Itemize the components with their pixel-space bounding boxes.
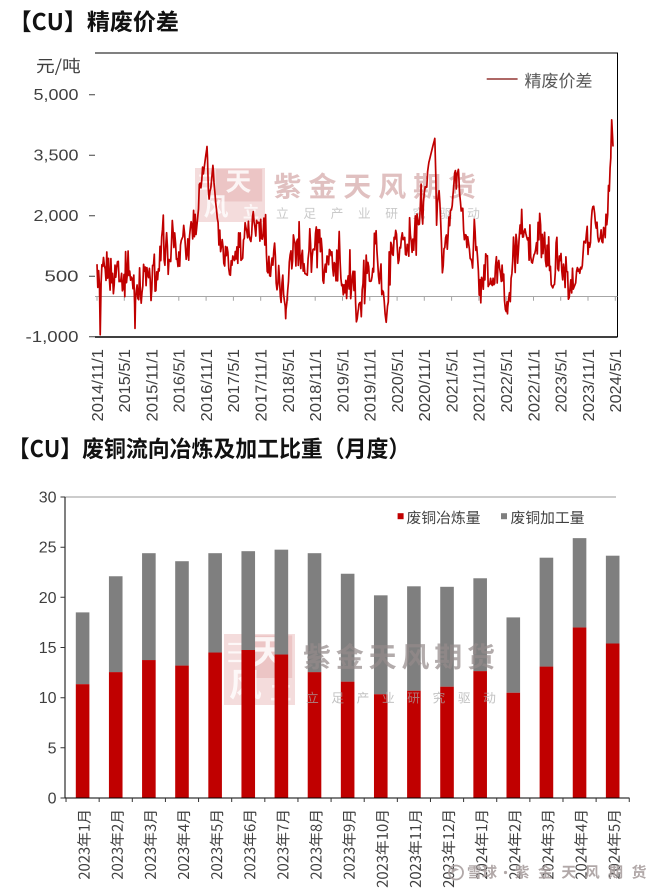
svg-text:2015/5/1: 2015/5/1 (117, 349, 134, 413)
svg-text:3,500: 3,500 (34, 148, 79, 165)
svg-text:2021/11/1: 2021/11/1 (472, 349, 489, 422)
svg-text:2019/5/1: 2019/5/1 (335, 349, 352, 413)
svg-text:2018/11/1: 2018/11/1 (308, 349, 325, 422)
svg-text:5,000: 5,000 (34, 87, 79, 104)
svg-text:20: 20 (39, 590, 57, 607)
svg-text:2016/5/1: 2016/5/1 (172, 349, 189, 413)
svg-text:2020/11/1: 2020/11/1 (417, 349, 434, 422)
svg-text:2022/5/1: 2022/5/1 (499, 349, 516, 413)
svg-text:2017/11/1: 2017/11/1 (254, 349, 271, 422)
svg-text:5: 5 (48, 740, 57, 757)
svg-text:2023/5/1: 2023/5/1 (554, 349, 571, 413)
svg-text:2015/11/1: 2015/11/1 (144, 349, 161, 422)
svg-text:-1,000: -1,000 (26, 329, 79, 346)
svg-text:2,000: 2,000 (34, 208, 79, 225)
svg-text:25: 25 (39, 540, 57, 557)
svg-text:10: 10 (39, 690, 57, 707)
svg-text:2016/11/1: 2016/11/1 (199, 349, 216, 422)
svg-text:2020/5/1: 2020/5/1 (390, 349, 407, 413)
svg-text:2023/11/1: 2023/11/1 (581, 349, 598, 422)
svg-text:500: 500 (45, 269, 79, 286)
svg-text:15: 15 (39, 640, 57, 657)
svg-text:2024/5/1: 2024/5/1 (608, 349, 625, 413)
svg-text:30: 30 (39, 490, 57, 507)
svg-text:2019/11/1: 2019/11/1 (363, 349, 380, 422)
svg-text:2017/5/1: 2017/5/1 (226, 349, 243, 413)
svg-text:2021/5/1: 2021/5/1 (444, 349, 461, 413)
svg-text:2022/11/1: 2022/11/1 (526, 349, 543, 422)
svg-text:2014/11/1: 2014/11/1 (90, 349, 107, 422)
svg-text:0: 0 (48, 791, 57, 808)
svg-text:2018/5/1: 2018/5/1 (281, 349, 298, 413)
